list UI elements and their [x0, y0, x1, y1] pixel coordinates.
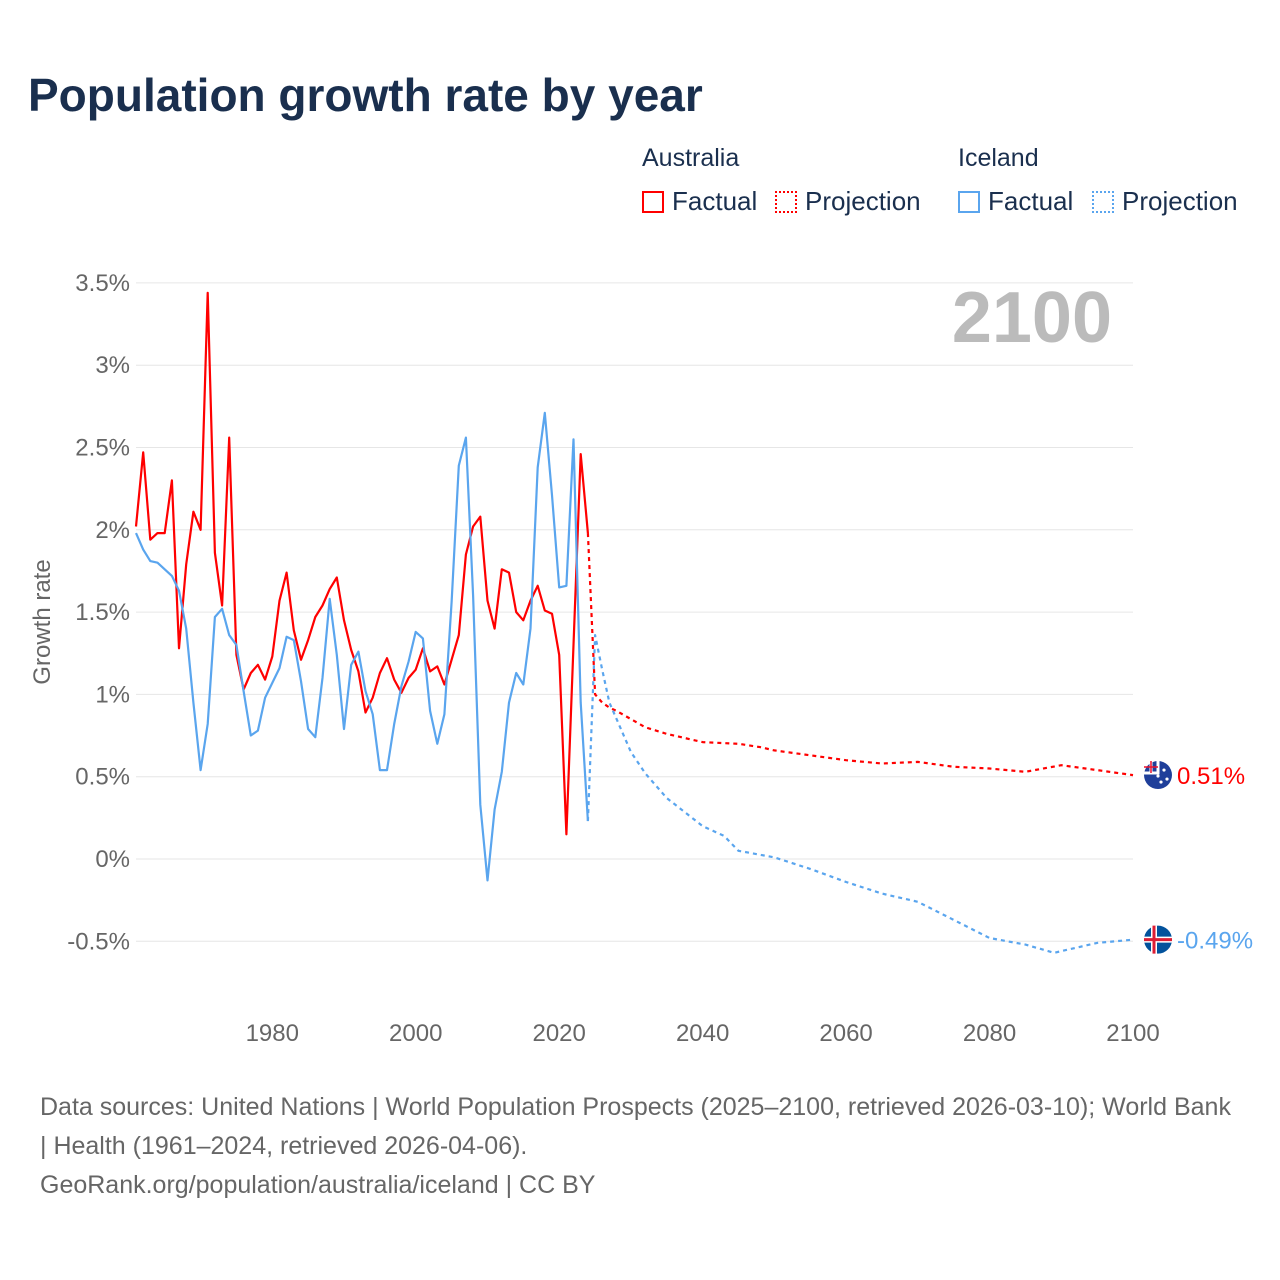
y-tick-label: 0.5%: [75, 764, 130, 791]
y-tick-label: 0%: [95, 846, 130, 873]
series-line-iceland-projection[interactable]: [586, 634, 1134, 954]
sources-link[interactable]: GeoRank.org/population/australia/iceland…: [40, 1171, 596, 1199]
x-tick-label: 2060: [819, 1020, 872, 1047]
legend-swatch-solid: [958, 190, 980, 213]
sources-text: Data sources: United Nations | World Pop…: [40, 1093, 1231, 1160]
chart-title: Population growth rate by year: [28, 69, 703, 121]
y-tick-label: -0.5%: [67, 928, 130, 955]
y-axis-label: Growth rate: [29, 559, 56, 684]
series-line-australia-factual[interactable]: [134, 291, 589, 836]
y-tick-label: 1.5%: [75, 599, 130, 626]
series-line-iceland-factual[interactable]: [134, 411, 589, 882]
legend-iceland-projection[interactable]: Projection: [1092, 186, 1238, 217]
iceland-flag-icon: [1144, 925, 1172, 954]
legend-swatch-solid: [642, 190, 664, 213]
x-tick-label: 2080: [963, 1020, 1016, 1047]
legend-label: Factual: [988, 186, 1074, 216]
series-line-australia-projection[interactable]: [586, 533, 1134, 777]
legend-label: Projection: [805, 186, 921, 216]
legend-group-australia: Australia: [642, 144, 740, 172]
x-tick-label: 2020: [532, 1020, 585, 1047]
legend-swatch-dotted: [1092, 190, 1114, 213]
legend-label: Factual: [672, 186, 758, 216]
iceland-end-value: -0.49%: [1177, 928, 1253, 955]
y-tick-label: 1%: [95, 681, 130, 708]
x-tick-label: 1980: [246, 1020, 299, 1047]
year-overlay: 2100: [952, 278, 1112, 358]
data-sources: Data sources: United Nations | World Pop…: [40, 1088, 1240, 1205]
australia-end-value: 0.51%: [1177, 763, 1245, 790]
legend-australia-factual[interactable]: Factual: [642, 186, 757, 217]
legend-label: Projection: [1122, 186, 1238, 216]
legend-australia-projection[interactable]: Projection: [775, 186, 921, 217]
x-tick-label: 2100: [1106, 1020, 1159, 1047]
y-tick-label: 3%: [95, 352, 130, 379]
y-tick-label: 2%: [95, 517, 130, 544]
australia-flag-icon: [1144, 761, 1172, 790]
y-tick-label: 3.5%: [75, 270, 130, 297]
legend-swatch-dotted: [775, 190, 797, 213]
x-tick-label: 2000: [389, 1020, 442, 1047]
legend-iceland-factual[interactable]: Factual: [958, 186, 1073, 217]
x-tick-label: 2040: [676, 1020, 729, 1047]
legend-group-iceland: Iceland: [958, 144, 1039, 172]
y-tick-label: 2.5%: [75, 435, 130, 462]
